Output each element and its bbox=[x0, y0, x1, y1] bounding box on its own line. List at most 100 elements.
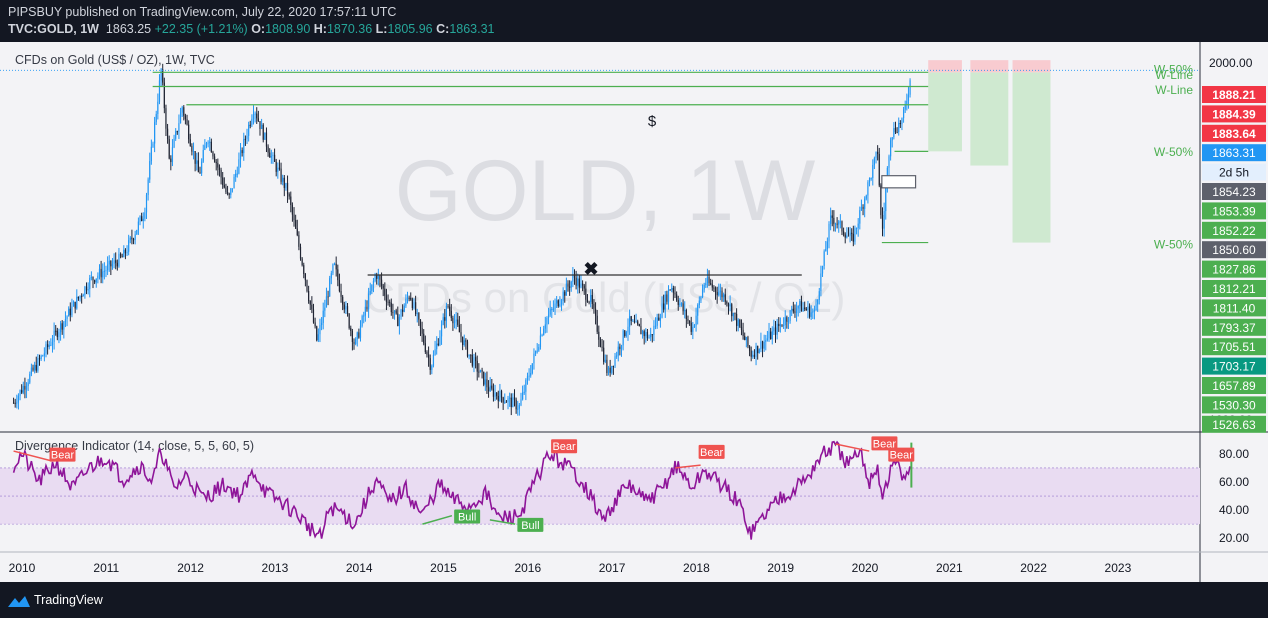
price-axis-top-tick: 2000.00 bbox=[1209, 56, 1253, 70]
price-candle-body bbox=[413, 302, 415, 308]
price-axis-label-background bbox=[1202, 260, 1266, 278]
price-candle-body bbox=[731, 304, 733, 317]
price-candle-body bbox=[215, 161, 217, 164]
price-candle-body bbox=[439, 336, 441, 346]
price-candle-body bbox=[637, 321, 639, 325]
price-candle-body bbox=[184, 115, 187, 120]
price-candle-body bbox=[338, 280, 341, 291]
price-candle-body bbox=[256, 113, 258, 119]
price-candle-body bbox=[312, 309, 315, 323]
price-candle-body bbox=[509, 397, 511, 399]
price-candle-body bbox=[340, 290, 342, 297]
price-candle-body bbox=[115, 260, 117, 263]
price-candle-body bbox=[697, 305, 699, 316]
price-axis-label-background bbox=[1202, 86, 1266, 103]
price-candle-body bbox=[209, 141, 211, 143]
price-axis-label: 1884.39 bbox=[1212, 107, 1256, 121]
price-candle-body bbox=[787, 321, 790, 323]
price-candle-body bbox=[183, 107, 185, 116]
chart-svg[interactable]: GOLD, 1W CFDs on Gold (US$ / OZ) CFDs on G… bbox=[0, 42, 1268, 582]
price-axis-label-background bbox=[1202, 202, 1266, 220]
price-candle-body bbox=[539, 335, 542, 348]
price-axis-label: 1703.17 bbox=[1212, 360, 1256, 374]
price-candle-body bbox=[794, 311, 796, 313]
price-candle-body bbox=[739, 319, 741, 327]
price-candle-body bbox=[419, 319, 422, 329]
price-candle-body bbox=[48, 344, 50, 348]
price-candle-body bbox=[614, 356, 616, 367]
price-candle-body bbox=[598, 331, 600, 340]
price-candle-body bbox=[410, 297, 412, 300]
price-candle-body bbox=[620, 345, 623, 350]
price-axis-label-background bbox=[1202, 163, 1266, 181]
divergence-line bbox=[835, 443, 870, 452]
price-candle-body bbox=[384, 288, 386, 296]
price-candle-body bbox=[517, 408, 519, 410]
price-axis-label: 1793.37 bbox=[1212, 321, 1256, 335]
price-candle-body bbox=[314, 322, 316, 327]
price-candle-body bbox=[68, 308, 70, 317]
time-axis-tick: 2010 bbox=[9, 561, 36, 575]
time-axis-tick: 2015 bbox=[430, 561, 457, 575]
price-candle-body bbox=[594, 308, 597, 316]
price-candle-body bbox=[786, 317, 788, 322]
price-candle-body bbox=[692, 326, 694, 332]
low-value: 1805.96 bbox=[387, 22, 433, 36]
price-axis-label: 1854.23 bbox=[1212, 185, 1256, 199]
price-candle-body bbox=[389, 301, 391, 303]
price-candle-body bbox=[445, 306, 448, 321]
price-candle-body bbox=[538, 347, 540, 351]
price-candle-body bbox=[870, 178, 872, 180]
watermark-subtitle: CFDs on Gold (US$ / OZ) bbox=[365, 274, 846, 321]
price-candle-body bbox=[139, 216, 141, 222]
price-candle-body bbox=[573, 275, 576, 278]
price-candle-body bbox=[465, 340, 467, 342]
price-candle-body bbox=[758, 349, 760, 354]
price-candle-body bbox=[770, 331, 772, 340]
price-candle-body bbox=[397, 313, 399, 327]
time-axis-tick: 2021 bbox=[936, 561, 963, 575]
price-candle-body bbox=[487, 387, 490, 392]
price-candle-body bbox=[204, 145, 206, 150]
level-label: W-50% bbox=[1154, 145, 1193, 159]
price-candle-body bbox=[342, 296, 344, 305]
price-axis-label-background bbox=[1202, 144, 1266, 162]
price-candle-body bbox=[726, 301, 728, 304]
symbol-name[interactable]: TVC:GOLD, 1W bbox=[8, 22, 99, 36]
price-candle-body bbox=[113, 260, 115, 264]
price-candle-body bbox=[176, 131, 178, 133]
price-candle-body bbox=[267, 146, 269, 153]
price-candle-body bbox=[664, 294, 666, 310]
price-candle-body bbox=[149, 161, 151, 180]
divergence-tag-background bbox=[454, 509, 481, 524]
price-candle-body bbox=[179, 112, 182, 124]
time-axis-tick: 2022 bbox=[1020, 561, 1047, 575]
price-candle-body bbox=[479, 369, 482, 373]
price-candle-body bbox=[789, 310, 791, 322]
tradingview-brand[interactable]: TradingView bbox=[34, 593, 103, 607]
price-candle-body bbox=[723, 294, 725, 298]
price-candle-body bbox=[264, 132, 266, 140]
price-candle-body bbox=[823, 251, 825, 266]
price-candle-body bbox=[429, 358, 431, 370]
symbol-line: TVC:GOLD, 1W 1863.25 +22.35 (+1.21%) O:1… bbox=[8, 22, 495, 36]
time-axis-tick: 2012 bbox=[177, 561, 204, 575]
price-candle-body bbox=[442, 317, 444, 325]
price-candle-body bbox=[244, 138, 246, 140]
chart-area[interactable]: GOLD, 1W CFDs on Gold (US$ / OZ) CFDs on G… bbox=[0, 42, 1268, 582]
price-candle-body bbox=[64, 319, 67, 322]
price-candle-body bbox=[716, 291, 718, 296]
price-candle-body bbox=[252, 114, 255, 119]
price-candle-body bbox=[768, 331, 770, 339]
time-axis-tick: 2023 bbox=[1105, 561, 1132, 575]
price-candle-body bbox=[877, 151, 879, 155]
price-candle-body bbox=[727, 303, 730, 307]
price-candle-body bbox=[298, 235, 300, 247]
price-candle-body bbox=[95, 278, 97, 283]
price-candle-body bbox=[680, 303, 683, 305]
price-candle-body bbox=[398, 316, 401, 327]
price-candle-body bbox=[740, 326, 743, 330]
price-candle-body bbox=[385, 295, 388, 302]
price-candle-body bbox=[457, 319, 459, 325]
price-axis-label: 1852.22 bbox=[1212, 224, 1256, 238]
